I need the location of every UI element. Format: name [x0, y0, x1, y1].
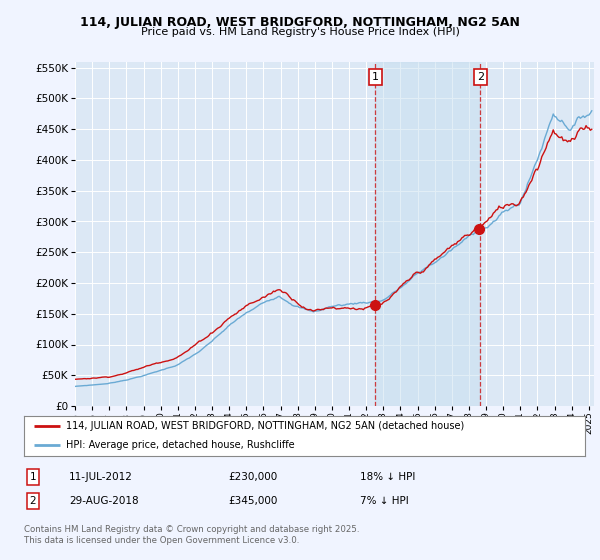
Text: Contains HM Land Registry data © Crown copyright and database right 2025.
This d: Contains HM Land Registry data © Crown c… — [24, 525, 359, 545]
Text: 1: 1 — [29, 472, 37, 482]
Text: 2: 2 — [29, 496, 37, 506]
Text: 1: 1 — [372, 72, 379, 82]
Text: 114, JULIAN ROAD, WEST BRIDGFORD, NOTTINGHAM, NG2 5AN: 114, JULIAN ROAD, WEST BRIDGFORD, NOTTIN… — [80, 16, 520, 29]
Text: Price paid vs. HM Land Registry's House Price Index (HPI): Price paid vs. HM Land Registry's House … — [140, 27, 460, 37]
Text: 18% ↓ HPI: 18% ↓ HPI — [360, 472, 415, 482]
Text: HPI: Average price, detached house, Rushcliffe: HPI: Average price, detached house, Rush… — [66, 440, 295, 450]
Text: 7% ↓ HPI: 7% ↓ HPI — [360, 496, 409, 506]
Text: £345,000: £345,000 — [228, 496, 277, 506]
Bar — [376, 62, 480, 406]
Text: 114, JULIAN ROAD, WEST BRIDGFORD, NOTTINGHAM, NG2 5AN (detached house): 114, JULIAN ROAD, WEST BRIDGFORD, NOTTIN… — [66, 421, 464, 431]
Text: 11-JUL-2012: 11-JUL-2012 — [69, 472, 133, 482]
Text: £230,000: £230,000 — [228, 472, 277, 482]
Text: 29-AUG-2018: 29-AUG-2018 — [69, 496, 139, 506]
Text: 2: 2 — [477, 72, 484, 82]
